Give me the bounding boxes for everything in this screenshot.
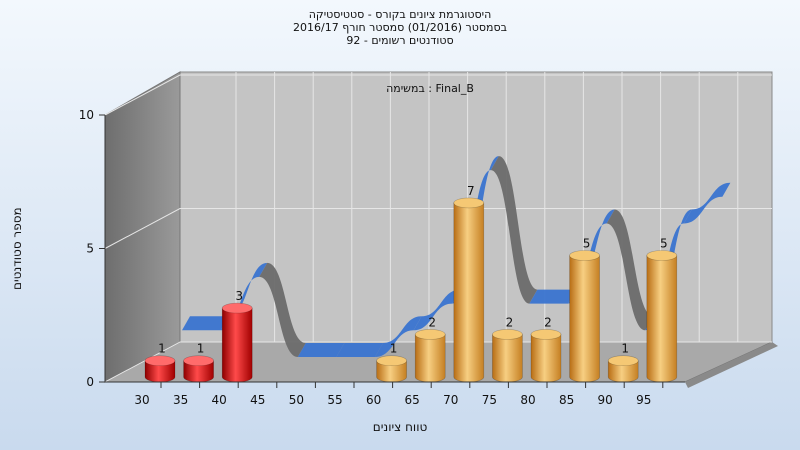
annotation-label: במשימה : Final_B xyxy=(386,82,474,95)
bar-body xyxy=(221,307,253,383)
bar-top xyxy=(530,329,562,340)
bar-top xyxy=(646,250,678,261)
bar-body xyxy=(646,255,678,383)
bar-body xyxy=(453,202,485,383)
bar xyxy=(492,329,523,383)
curve-segment xyxy=(606,209,654,331)
x-tick-label: 65 xyxy=(405,393,420,407)
curve-segment xyxy=(683,182,731,224)
bar-value-label: 5 xyxy=(660,237,668,251)
curve-segment xyxy=(413,289,461,331)
bar-value-label: 7 xyxy=(467,184,475,198)
x-tick-label: 30 xyxy=(134,393,149,407)
bar-body xyxy=(530,334,562,383)
x-tick-label: 70 xyxy=(443,393,458,407)
bar-body xyxy=(569,255,600,383)
bar-top xyxy=(144,355,176,367)
curve-segment xyxy=(297,343,345,357)
bar-body xyxy=(492,334,523,383)
bar-top xyxy=(221,302,253,314)
bar xyxy=(221,302,253,383)
x-tick-label: 35 xyxy=(173,393,188,407)
curve-segment xyxy=(220,262,268,331)
bar-top xyxy=(492,329,523,340)
bar-top xyxy=(607,355,639,367)
side-wall xyxy=(104,71,181,383)
chart-title: היסטוגרמת ציונים בקורס - סטטיסטיקה xyxy=(308,8,492,21)
bar-value-label: 1 xyxy=(158,342,166,356)
bar xyxy=(607,355,639,383)
bar xyxy=(453,197,485,383)
x-axis-title: טווח ציונים xyxy=(372,420,428,434)
x-tick-label: 45 xyxy=(250,393,265,407)
bar-top xyxy=(569,250,600,261)
bar xyxy=(530,329,562,383)
bar-value-label: 2 xyxy=(506,315,514,329)
bar-top xyxy=(183,355,214,367)
x-tick-label: 60 xyxy=(366,393,381,407)
floor-front-edge xyxy=(685,342,778,388)
bar-value-label: 2 xyxy=(544,315,552,329)
x-tick-label: 75 xyxy=(482,393,497,407)
y-axis-title: מספר סטודנטים xyxy=(10,207,24,290)
bar xyxy=(646,250,678,383)
y-tick-label: 0 xyxy=(86,375,94,389)
bar xyxy=(144,355,176,383)
curve-segment xyxy=(182,316,229,331)
curve-segment xyxy=(336,343,383,357)
bar xyxy=(376,355,407,383)
x-tick-label: 90 xyxy=(598,393,613,407)
bar-value-label: 3 xyxy=(235,289,243,303)
bar-top xyxy=(414,329,446,340)
y-gridline xyxy=(104,208,772,249)
bar xyxy=(183,355,214,383)
registered-students: סטודנטים רשומים - 92 xyxy=(346,34,454,47)
y-tick-label: 5 xyxy=(86,242,94,256)
bar xyxy=(414,329,446,383)
bar-value-label: 5 xyxy=(583,237,591,251)
chart-subtitle: בסמסטר (01/2016) סמסטר חורף 2016/17 xyxy=(293,21,507,34)
chart-title-block: היסטוגרמת ציונים בקורס - סטטיסטיקה בסמסט… xyxy=(0,8,800,47)
curve-segment xyxy=(529,289,576,304)
bar-value-label: 1 xyxy=(197,342,205,356)
y-tick-label: 10 xyxy=(79,108,94,122)
bar-top xyxy=(376,355,407,367)
x-tick-label: 40 xyxy=(212,393,227,407)
x-tick-label: 80 xyxy=(520,393,535,407)
curve-segment xyxy=(259,262,306,357)
y-gridline xyxy=(104,74,772,116)
bar-value-label: 2 xyxy=(428,315,436,329)
x-tick-label: 50 xyxy=(289,393,304,407)
x-tick-label: 95 xyxy=(636,393,651,407)
curve-segment xyxy=(375,316,422,357)
x-tick-label: 85 xyxy=(559,393,574,407)
bar-top xyxy=(453,197,485,209)
bar-value-label: 1 xyxy=(390,342,398,356)
curve-segment xyxy=(490,156,538,304)
bar-value-label: 1 xyxy=(621,342,629,356)
bar xyxy=(569,250,600,383)
x-tick-label: 55 xyxy=(327,393,342,407)
bar-body xyxy=(414,334,446,383)
